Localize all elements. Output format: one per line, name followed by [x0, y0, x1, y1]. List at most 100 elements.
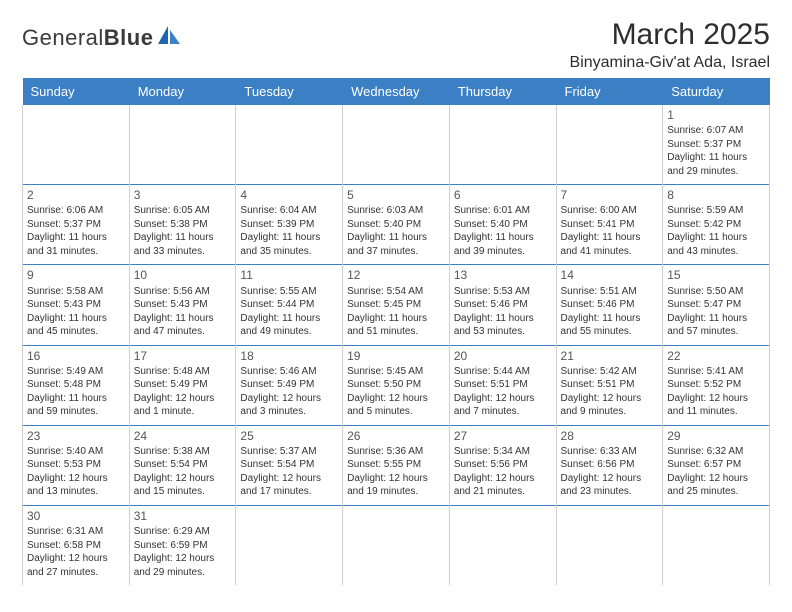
- daylight-line: Daylight: 11 hours and 41 minutes.: [561, 231, 659, 258]
- sunset-line: Sunset: 5:37 PM: [667, 138, 765, 152]
- calendar-cell: 21Sunrise: 5:42 AMSunset: 5:51 PMDayligh…: [556, 345, 663, 425]
- sunrise-line: Sunrise: 5:36 AM: [347, 445, 445, 459]
- calendar-week-row: 30Sunrise: 6:31 AMSunset: 6:58 PMDayligh…: [23, 505, 770, 585]
- daylight-line: Daylight: 11 hours and 37 minutes.: [347, 231, 445, 258]
- sunrise-line: Sunrise: 6:29 AM: [134, 525, 232, 539]
- calendar-cell: 17Sunrise: 5:48 AMSunset: 5:49 PMDayligh…: [129, 345, 236, 425]
- sunrise-line: Sunrise: 6:00 AM: [561, 204, 659, 218]
- calendar-cell: 2Sunrise: 6:06 AMSunset: 5:37 PMDaylight…: [23, 185, 130, 265]
- sunset-line: Sunset: 5:40 PM: [347, 218, 445, 232]
- page-header: GeneralBlue March 2025 Binyamina-Giv'at …: [22, 18, 770, 72]
- daylight-line: Daylight: 12 hours and 11 minutes.: [667, 392, 765, 419]
- sunset-line: Sunset: 5:49 PM: [240, 378, 338, 392]
- day-number: 23: [27, 428, 125, 444]
- daylight-line: Daylight: 12 hours and 29 minutes.: [134, 552, 232, 579]
- daylight-line: Daylight: 11 hours and 31 minutes.: [27, 231, 125, 258]
- day-header-thursday: Thursday: [449, 78, 556, 105]
- calendar-cell: 4Sunrise: 6:04 AMSunset: 5:39 PMDaylight…: [236, 185, 343, 265]
- day-number: 28: [561, 428, 659, 444]
- sunrise-line: Sunrise: 5:45 AM: [347, 365, 445, 379]
- day-number: 7: [561, 187, 659, 203]
- calendar-week-row: 16Sunrise: 5:49 AMSunset: 5:48 PMDayligh…: [23, 345, 770, 425]
- day-header-saturday: Saturday: [663, 78, 770, 105]
- daylight-line: Daylight: 12 hours and 7 minutes.: [454, 392, 552, 419]
- day-header-sunday: Sunday: [23, 78, 130, 105]
- calendar-cell: [129, 105, 236, 185]
- daylight-line: Daylight: 12 hours and 9 minutes.: [561, 392, 659, 419]
- sunset-line: Sunset: 5:39 PM: [240, 218, 338, 232]
- calendar-cell: [449, 105, 556, 185]
- calendar-cell: 8Sunrise: 5:59 AMSunset: 5:42 PMDaylight…: [663, 185, 770, 265]
- sunrise-line: Sunrise: 5:38 AM: [134, 445, 232, 459]
- calendar-cell: 29Sunrise: 6:32 AMSunset: 6:57 PMDayligh…: [663, 425, 770, 505]
- daylight-line: Daylight: 12 hours and 13 minutes.: [27, 472, 125, 499]
- daylight-line: Daylight: 12 hours and 19 minutes.: [347, 472, 445, 499]
- daylight-line: Daylight: 11 hours and 33 minutes.: [134, 231, 232, 258]
- sunset-line: Sunset: 5:51 PM: [454, 378, 552, 392]
- calendar-cell: 5Sunrise: 6:03 AMSunset: 5:40 PMDaylight…: [343, 185, 450, 265]
- sunrise-line: Sunrise: 5:54 AM: [347, 285, 445, 299]
- sunrise-line: Sunrise: 6:03 AM: [347, 204, 445, 218]
- sunset-line: Sunset: 6:59 PM: [134, 539, 232, 553]
- day-number: 6: [454, 187, 552, 203]
- calendar-cell: [343, 505, 450, 585]
- calendar-cell: 28Sunrise: 6:33 AMSunset: 6:56 PMDayligh…: [556, 425, 663, 505]
- day-number: 24: [134, 428, 232, 444]
- sunrise-line: Sunrise: 5:49 AM: [27, 365, 125, 379]
- sunrise-line: Sunrise: 5:56 AM: [134, 285, 232, 299]
- sunset-line: Sunset: 5:49 PM: [134, 378, 232, 392]
- calendar-cell: 27Sunrise: 5:34 AMSunset: 5:56 PMDayligh…: [449, 425, 556, 505]
- calendar-cell: [556, 505, 663, 585]
- daylight-line: Daylight: 12 hours and 21 minutes.: [454, 472, 552, 499]
- day-number: 15: [667, 267, 765, 283]
- sunrise-line: Sunrise: 5:50 AM: [667, 285, 765, 299]
- sunset-line: Sunset: 5:50 PM: [347, 378, 445, 392]
- sunrise-line: Sunrise: 5:37 AM: [240, 445, 338, 459]
- sunrise-line: Sunrise: 6:01 AM: [454, 204, 552, 218]
- sunset-line: Sunset: 6:56 PM: [561, 458, 659, 472]
- sunset-line: Sunset: 5:51 PM: [561, 378, 659, 392]
- sunset-line: Sunset: 5:43 PM: [134, 298, 232, 312]
- sunrise-line: Sunrise: 5:55 AM: [240, 285, 338, 299]
- day-number: 27: [454, 428, 552, 444]
- sunset-line: Sunset: 5:46 PM: [454, 298, 552, 312]
- day-number: 12: [347, 267, 445, 283]
- sunset-line: Sunset: 5:48 PM: [27, 378, 125, 392]
- month-title: March 2025: [570, 18, 770, 52]
- sunset-line: Sunset: 5:40 PM: [454, 218, 552, 232]
- daylight-line: Daylight: 11 hours and 57 minutes.: [667, 312, 765, 339]
- daylight-line: Daylight: 12 hours and 3 minutes.: [240, 392, 338, 419]
- sunset-line: Sunset: 5:56 PM: [454, 458, 552, 472]
- calendar-cell: 16Sunrise: 5:49 AMSunset: 5:48 PMDayligh…: [23, 345, 130, 425]
- sunrise-line: Sunrise: 6:04 AM: [240, 204, 338, 218]
- sunrise-line: Sunrise: 5:53 AM: [454, 285, 552, 299]
- sunset-line: Sunset: 5:53 PM: [27, 458, 125, 472]
- daylight-line: Daylight: 12 hours and 15 minutes.: [134, 472, 232, 499]
- calendar-cell: 20Sunrise: 5:44 AMSunset: 5:51 PMDayligh…: [449, 345, 556, 425]
- daylight-line: Daylight: 11 hours and 39 minutes.: [454, 231, 552, 258]
- daylight-line: Daylight: 11 hours and 53 minutes.: [454, 312, 552, 339]
- calendar-cell: 6Sunrise: 6:01 AMSunset: 5:40 PMDaylight…: [449, 185, 556, 265]
- sunrise-line: Sunrise: 6:33 AM: [561, 445, 659, 459]
- day-header-monday: Monday: [129, 78, 236, 105]
- sunset-line: Sunset: 5:54 PM: [134, 458, 232, 472]
- day-number: 13: [454, 267, 552, 283]
- day-number: 26: [347, 428, 445, 444]
- sunrise-line: Sunrise: 6:05 AM: [134, 204, 232, 218]
- day-number: 8: [667, 187, 765, 203]
- sunrise-line: Sunrise: 5:59 AM: [667, 204, 765, 218]
- sunrise-line: Sunrise: 5:58 AM: [27, 285, 125, 299]
- calendar-table: SundayMondayTuesdayWednesdayThursdayFrid…: [22, 78, 770, 585]
- daylight-line: Daylight: 12 hours and 17 minutes.: [240, 472, 338, 499]
- title-block: March 2025 Binyamina-Giv'at Ada, Israel: [570, 18, 770, 72]
- day-header-friday: Friday: [556, 78, 663, 105]
- day-number: 30: [27, 508, 125, 524]
- sunset-line: Sunset: 6:57 PM: [667, 458, 765, 472]
- day-number: 11: [240, 267, 338, 283]
- daylight-line: Daylight: 11 hours and 55 minutes.: [561, 312, 659, 339]
- sunrise-line: Sunrise: 5:40 AM: [27, 445, 125, 459]
- calendar-cell: [449, 505, 556, 585]
- day-number: 14: [561, 267, 659, 283]
- location-subtitle: Binyamina-Giv'at Ada, Israel: [570, 54, 770, 72]
- day-number: 2: [27, 187, 125, 203]
